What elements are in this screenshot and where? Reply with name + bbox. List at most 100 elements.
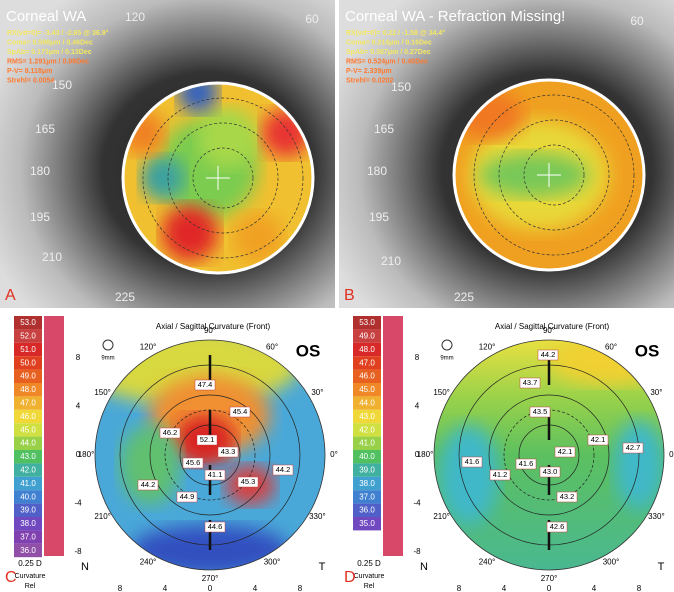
y-tick-label: -4 <box>413 499 421 508</box>
metric: RMS= 1.291μm / 0.99Dec <box>7 58 89 65</box>
angle-label: 150 <box>391 80 411 94</box>
map-blob <box>141 156 185 200</box>
meridian-label: 150° <box>433 388 450 397</box>
angle-label: 195 <box>30 210 50 224</box>
metric: RX(vd=0)= -3.43 / -2.65 @ 36.9° <box>7 29 109 37</box>
meridian-label: 270° <box>541 574 558 583</box>
scale-mode: Rel <box>364 583 375 590</box>
panel-title: Corneal WA - Refraction Missing! <box>345 8 565 25</box>
scale-mode: Rel <box>25 583 36 590</box>
reading: 41.6 <box>519 459 534 468</box>
angle-label: 225 <box>115 290 135 304</box>
reading: 44.2 <box>141 480 156 489</box>
reading: 45.3 <box>241 477 256 486</box>
y-tick-label: -8 <box>74 547 82 556</box>
scale-label: 35.0 <box>359 519 375 528</box>
reading: 42.6 <box>550 522 565 531</box>
meridian-label: 300° <box>264 557 281 566</box>
scale-step: 0.25 D <box>18 559 42 568</box>
scale-label: 48.0 <box>359 345 375 354</box>
metric: Strehl= 0.0054 <box>7 77 54 84</box>
scale-label: 43.0 <box>359 412 375 421</box>
y-tick-label: 8 <box>76 353 81 362</box>
scale-type: Curvature <box>354 573 385 580</box>
scale-label: 46.0 <box>359 372 375 381</box>
reading: 44.2 <box>541 350 556 359</box>
scale-label: 40.0 <box>359 452 375 461</box>
reading: 42.7 <box>626 443 641 452</box>
map-blob <box>479 153 589 197</box>
scale-label: 42.0 <box>20 466 36 475</box>
metric: RX(vd=0)= 0.22 / -1.58 @ 34.4° <box>346 29 445 37</box>
meridian-label: 120° <box>140 343 157 352</box>
meridian-label: 150° <box>94 388 111 397</box>
angle-label: 60 <box>630 14 644 28</box>
x-tick-label: 4 <box>592 584 597 592</box>
reading: 41.1 <box>208 470 223 479</box>
scale-label: 49.0 <box>359 332 375 341</box>
panel: 53.049.048.047.046.045.044.043.042.041.0… <box>339 312 674 592</box>
scale-label: 42.0 <box>359 425 375 434</box>
scale-label: 36.0 <box>359 506 375 515</box>
x-tick-label: 8 <box>637 584 642 592</box>
metric: Strehl= 0.0202 <box>346 77 393 84</box>
meridian-label: 60° <box>266 343 278 352</box>
temporal-label: T <box>658 561 665 573</box>
zoom-label: 9mm <box>101 356 114 362</box>
metric: RMS= 0.524μm / 0.40Dec <box>346 58 428 65</box>
reading: 42.1 <box>591 435 606 444</box>
scale-label: 50.0 <box>20 358 36 367</box>
scale-label: 45.0 <box>359 385 375 394</box>
meridian-label: 0° <box>669 450 674 459</box>
panel: Corneal WA RX(vd=0)= -3.43 / -2.65 @ 36.9… <box>0 0 335 308</box>
scale-label: 36.0 <box>20 546 36 555</box>
scale-label: 39.0 <box>20 506 36 515</box>
meridian-label: 30° <box>650 388 662 397</box>
x-tick-label: 0 <box>208 584 213 592</box>
reading: 44.6 <box>208 522 223 531</box>
meridian-label: 240° <box>140 557 157 566</box>
scale-label: 44.0 <box>359 399 375 408</box>
scale-label: 53.0 <box>359 318 375 327</box>
eye-label: OS <box>635 341 660 360</box>
reading: 52.1 <box>200 435 215 444</box>
angle-label: 120 <box>125 10 145 24</box>
scale-label: 43.0 <box>20 452 36 461</box>
eye-label: OS <box>296 341 321 360</box>
scale-label: 44.0 <box>20 439 36 448</box>
scale-label: 41.0 <box>20 479 36 488</box>
metric: SpAb= 0.173μm / 0.13Dec <box>7 49 92 56</box>
metric: SpAb= 0.367μm / 0.27Dec <box>346 49 431 56</box>
meridian-label: 330° <box>309 512 326 521</box>
meridian-label: 60° <box>605 343 617 352</box>
y-tick-label: 4 <box>76 402 81 411</box>
meridian-label: 210° <box>433 512 450 521</box>
angle-label: 195 <box>369 210 389 224</box>
zoom-label: 9mm <box>440 356 453 362</box>
scale-label: 47.0 <box>359 358 375 367</box>
angle-label: 225 <box>454 290 474 304</box>
scale-label: 39.0 <box>359 466 375 475</box>
nasal-label: N <box>420 561 428 573</box>
angle-label: 210 <box>42 250 62 264</box>
meridian-label: 210° <box>94 512 111 521</box>
meridian-label: 0° <box>330 450 338 459</box>
meridian-label: 270° <box>202 574 219 583</box>
figure: Corneal WA RX(vd=0)= -3.43 / -2.65 @ 36.9… <box>0 0 674 592</box>
metric: P-V= 2.339μm <box>346 68 392 75</box>
meridian-label: 90° <box>204 326 216 335</box>
scale-type: Curvature <box>15 573 46 580</box>
reading: 44.2 <box>276 465 291 474</box>
reading: 42.1 <box>558 447 573 456</box>
scale-label: 38.0 <box>20 519 36 528</box>
x-tick-label: 8 <box>118 584 123 592</box>
angle-label: 165 <box>35 122 55 136</box>
reading: 45.4 <box>233 407 248 416</box>
angle-label: 60 <box>305 12 319 26</box>
reading: 41.2 <box>493 470 508 479</box>
reading: 43.7 <box>523 378 538 387</box>
temporal-label: T <box>319 561 326 573</box>
scale-label: 52.0 <box>20 332 36 341</box>
panel-title: Corneal WA <box>6 8 86 25</box>
y-tick-label: 4 <box>415 402 420 411</box>
